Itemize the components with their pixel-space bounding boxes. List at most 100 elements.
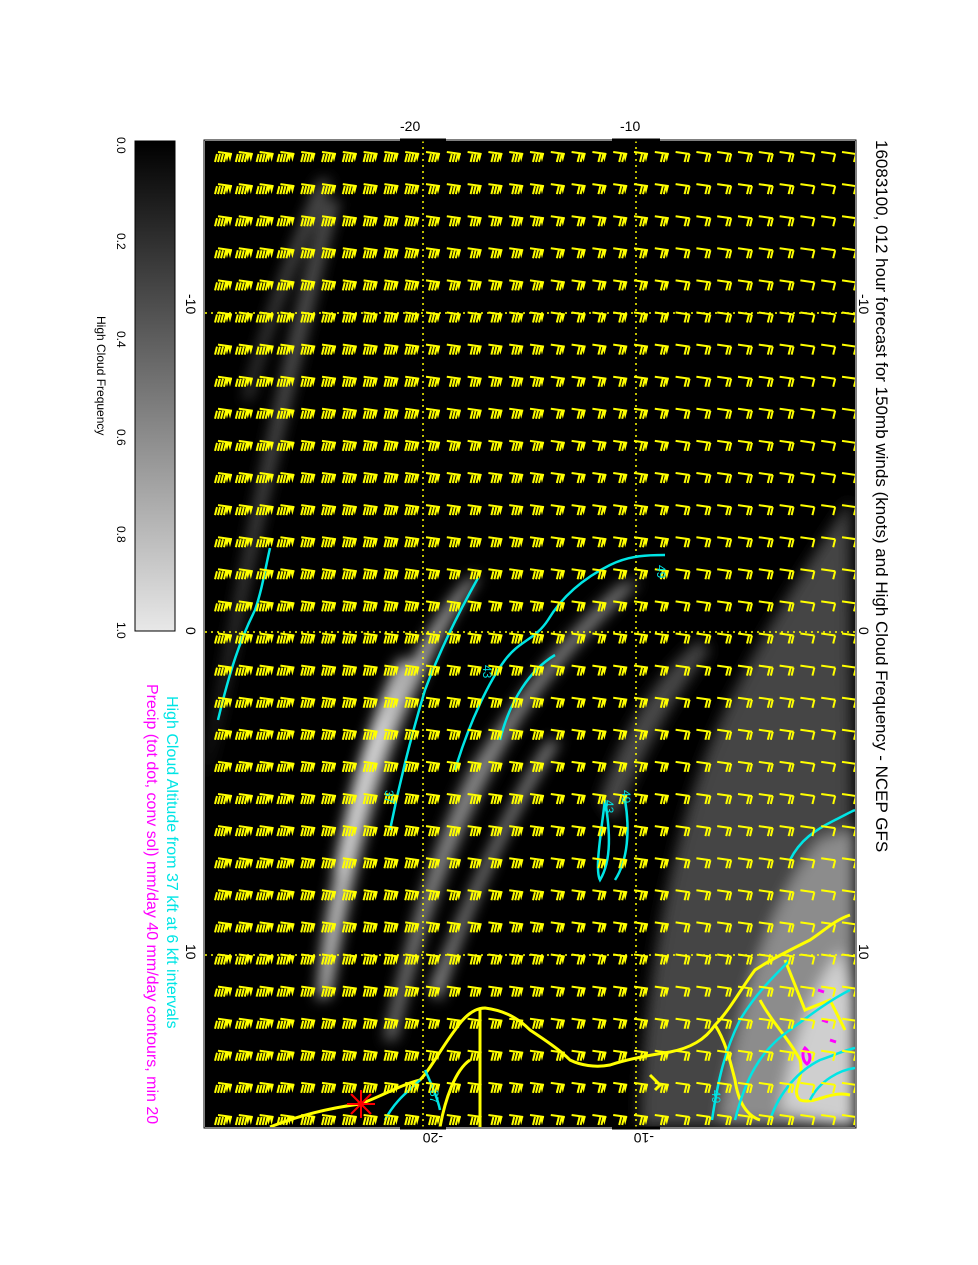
- wind-barb: [717, 375, 733, 387]
- wind-barb: [779, 1017, 795, 1029]
- colorbar-tick: 0.2: [114, 233, 128, 250]
- wind-barb: [633, 504, 649, 516]
- wind-barb: [425, 279, 441, 291]
- wind-barb: [488, 1017, 503, 1029]
- wind-barb: [276, 439, 295, 452]
- wind-barb: [276, 1049, 295, 1062]
- wind-barb: [592, 247, 607, 259]
- wind-barb: [214, 311, 233, 323]
- wind-barb: [758, 472, 774, 484]
- wind-barb: [821, 1049, 837, 1062]
- wind-barb: [255, 215, 274, 227]
- wind-barb: [362, 536, 378, 548]
- wind-barb: [717, 953, 733, 965]
- wind-barb: [737, 985, 753, 997]
- wind-barb: [383, 407, 399, 420]
- wind-barb: [841, 664, 855, 676]
- wind-barb: [717, 1017, 733, 1029]
- wind-barb: [592, 793, 607, 805]
- wind-barb: [779, 311, 795, 323]
- wind-barb: [800, 889, 816, 901]
- wind-barb: [654, 760, 669, 773]
- wind-barb: [571, 215, 586, 227]
- wind-barb: [529, 472, 545, 484]
- wind-barb: [675, 664, 691, 676]
- wind-barb: [696, 568, 712, 580]
- wind-barb: [383, 375, 399, 387]
- wind-barb: [696, 343, 712, 355]
- wind-barb: [446, 279, 461, 291]
- wind-barb: [276, 921, 295, 933]
- wind-barb: [696, 1081, 712, 1094]
- contour-label: 37: [427, 1090, 441, 1104]
- wind-barb: [276, 407, 295, 420]
- wind-barb: [821, 215, 837, 227]
- wind-barb: [758, 568, 774, 580]
- wind-barb: [341, 439, 357, 452]
- wind-barb: [633, 472, 649, 484]
- wind-barb: [779, 1114, 795, 1126]
- wind-barb: [276, 1081, 295, 1094]
- wind-barb: [717, 183, 733, 195]
- wind-barb: [404, 600, 420, 612]
- wind-barb: [425, 664, 441, 676]
- wind-barb: [779, 600, 795, 612]
- wind-barb: [425, 793, 441, 805]
- wind-barb: [571, 472, 586, 484]
- wind-barb: [509, 183, 524, 195]
- wind-barb: [488, 1114, 503, 1126]
- wind-barb: [362, 311, 378, 323]
- wind-barb: [467, 215, 482, 227]
- axis-tick-right: 10: [856, 944, 872, 960]
- wind-barb: [300, 279, 316, 291]
- wind-barb: [234, 889, 253, 901]
- wind-barb: [276, 472, 295, 484]
- wind-barb: [234, 504, 253, 516]
- axis-tick-right: 0: [856, 627, 872, 635]
- wind-barb: [446, 215, 461, 227]
- wind-barb: [446, 793, 461, 805]
- wind-barb: [737, 953, 753, 965]
- wind-barb: [300, 825, 316, 837]
- wind-barb: [255, 1114, 274, 1126]
- wind-barb: [550, 407, 565, 420]
- contour-label: 49: [654, 565, 668, 579]
- wind-barb: [696, 247, 712, 259]
- wind-barb: [488, 279, 503, 291]
- wind-barb: [404, 1017, 420, 1029]
- wind-barb: [300, 728, 316, 741]
- wind-barb: [654, 439, 669, 452]
- wind-barb: [550, 825, 565, 837]
- wind-barb: [821, 407, 837, 420]
- wind-barb: [696, 311, 712, 323]
- wind-barb: [446, 921, 461, 933]
- wind-barb: [255, 183, 274, 195]
- colorbar-tick: 1.0: [114, 622, 128, 639]
- wind-barb: [234, 857, 253, 869]
- wind-barb: [276, 600, 295, 612]
- wind-barb: [571, 664, 586, 676]
- wind-barb: [362, 1049, 378, 1062]
- wind-barb: [362, 664, 378, 676]
- wind-barb: [300, 696, 316, 708]
- wind-barb: [841, 1114, 855, 1126]
- wind-barb: [362, 793, 378, 805]
- wind-barb: [571, 568, 586, 580]
- wind-barb: [234, 793, 253, 805]
- wind-barb: [841, 439, 855, 452]
- wind-barb: [800, 151, 816, 163]
- wind-barb: [255, 568, 274, 580]
- wind-barb: [383, 247, 399, 259]
- wind-barb: [383, 728, 399, 741]
- wind-barb: [654, 600, 669, 612]
- wind-barb: [276, 1017, 295, 1029]
- wind-barb: [758, 696, 774, 708]
- wind-barb: [509, 1114, 524, 1126]
- wind-barb: [234, 1114, 253, 1126]
- wind-barb: [654, 1081, 669, 1094]
- wind-barb: [633, 183, 649, 195]
- wind-barb: [758, 953, 774, 965]
- wind-barb: [654, 151, 669, 163]
- wind-barb: [383, 343, 399, 355]
- wind-barb: [779, 536, 795, 548]
